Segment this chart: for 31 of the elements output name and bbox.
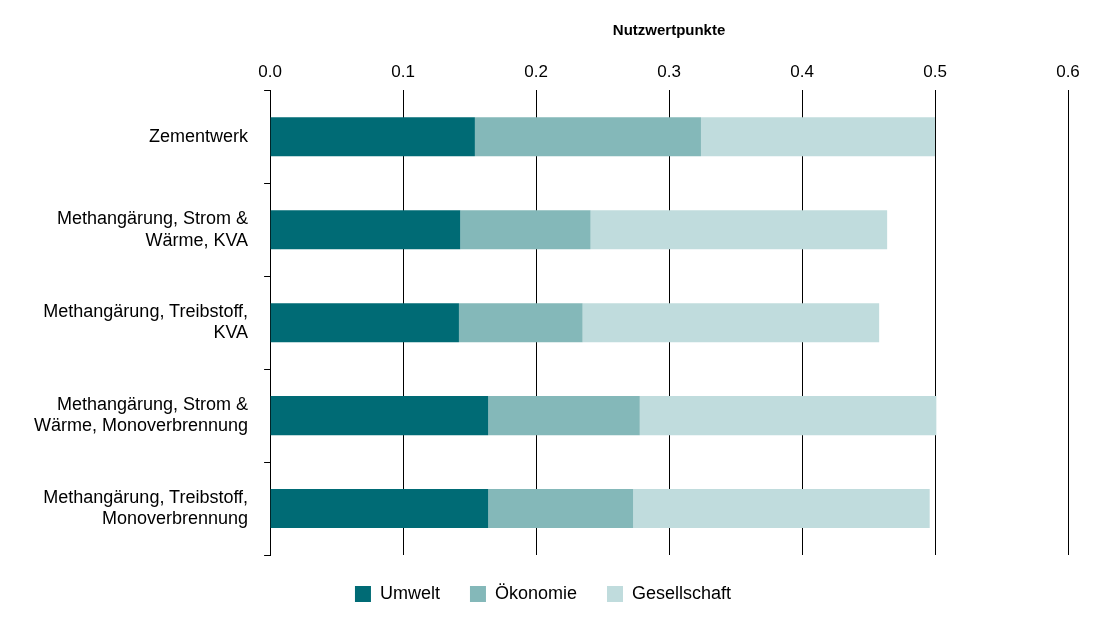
x-tick-label: 0.6 [1056,61,1080,81]
y-tick-label: Methangärung, Treibstoff, KVA [43,300,249,343]
bar [270,117,475,157]
y-tick-label: Methangärung, Strom & Wärme, KVA [56,207,249,250]
bar [582,303,880,343]
bar [474,117,701,157]
bar [633,489,930,529]
bar [700,117,936,157]
bar [270,396,489,436]
x-tick-label: 0.5 [923,61,947,81]
x-tick-label: 0.0 [258,61,282,81]
legend-label: Umwelt [379,582,440,603]
legend-label: Ökonomie [494,582,578,603]
bar [488,489,634,529]
x-axis-title: Nutzwertpunkte [612,21,726,39]
x-tick-label: 0.4 [790,61,814,81]
x-tick-label: 0.1 [391,61,415,81]
y-tick-label: Zementwerk [149,125,250,146]
bar [270,210,461,250]
legend-label: Gesellschaft [632,582,732,603]
bar [590,210,888,250]
y-tick-label: Methangärung, Strom & Wärme, Monoverbrennung [33,393,249,436]
bar [458,303,583,343]
y-tick-label: Methangärung, Treibstoff, Monoverbrennung [43,486,249,529]
bar [488,396,640,436]
bar [270,489,489,529]
bar [639,396,937,436]
x-tick-label: 0.2 [524,61,548,81]
x-tick-label: 0.3 [657,61,681,81]
bar [270,303,459,343]
bar [460,210,591,250]
